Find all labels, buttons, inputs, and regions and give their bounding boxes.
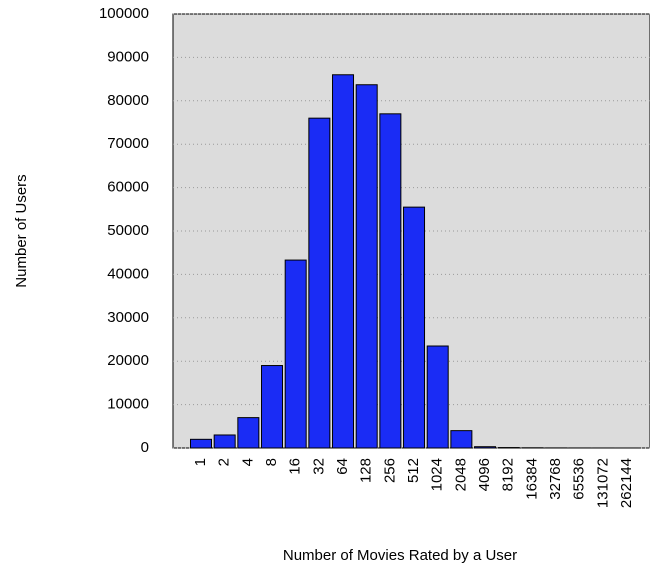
x-tick-label: 2048 — [452, 458, 469, 491]
y-tick-label: 100000 — [99, 5, 149, 22]
bar — [355, 84, 378, 449]
x-tick-label: 32768 — [547, 458, 564, 500]
bar — [450, 430, 473, 449]
bar — [308, 117, 331, 449]
x-tick-label: 16384 — [523, 458, 540, 500]
y-tick-label: 90000 — [107, 48, 149, 65]
y-tick-label: 40000 — [107, 265, 149, 282]
y-tick-label: 20000 — [107, 352, 149, 369]
bar — [426, 345, 449, 449]
bar — [284, 259, 307, 449]
y-tick-label: 0 — [141, 439, 149, 456]
y-tick-label: 30000 — [107, 309, 149, 326]
y-tick-label: 70000 — [107, 135, 149, 152]
x-tick-label: 131072 — [594, 458, 611, 508]
x-tick-label: 65536 — [571, 458, 588, 500]
x-tick-label: 4 — [239, 458, 256, 466]
bar — [261, 365, 284, 449]
y-tick-label: 60000 — [107, 179, 149, 196]
x-tick-label: 1 — [192, 458, 209, 466]
bar — [332, 74, 355, 449]
x-axis-label: Number of Movies Rated by a User — [283, 547, 517, 564]
x-tick-label: 262144 — [618, 458, 635, 508]
x-tick-label: 32 — [310, 458, 327, 475]
y-tick-label: 80000 — [107, 92, 149, 109]
x-tick-label: 512 — [405, 458, 422, 483]
x-tick-label: 2 — [216, 458, 233, 466]
x-tick-label: 4096 — [476, 458, 493, 491]
y-tick-label: 10000 — [107, 396, 149, 413]
x-tick-label: 128 — [358, 458, 375, 483]
y-tick-label: 50000 — [107, 222, 149, 239]
x-tick-label: 8192 — [500, 458, 517, 491]
bar — [213, 434, 236, 449]
x-tick-label: 1024 — [429, 458, 446, 491]
bar — [474, 446, 497, 449]
bar — [190, 438, 212, 449]
bar — [379, 113, 402, 449]
x-tick-label: 64 — [334, 458, 351, 475]
y-axis-label: Number of Users — [13, 174, 30, 287]
x-tick-label: 8 — [263, 458, 280, 466]
bar — [403, 206, 426, 449]
bar — [237, 417, 260, 449]
x-tick-label: 16 — [287, 458, 304, 475]
x-tick-label: 256 — [381, 458, 398, 483]
